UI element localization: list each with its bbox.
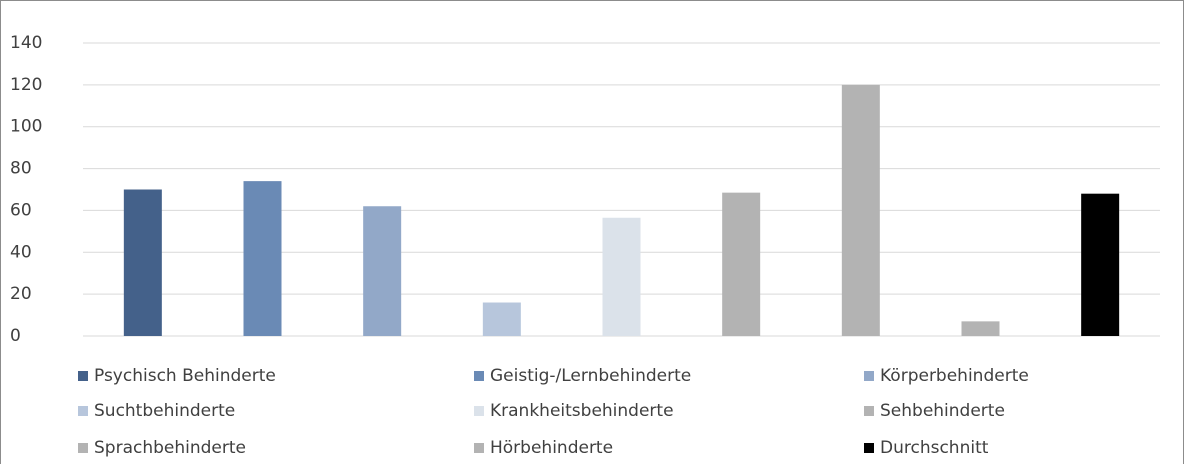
bar [363, 206, 402, 336]
y-tick-label: 0 [10, 326, 21, 346]
legend-swatch [78, 371, 88, 381]
legend-label: Krankheitsbehinderte [490, 401, 674, 421]
legend-label: Psychisch Behinderte [94, 366, 276, 386]
legend-label: Durchschnitt [880, 438, 989, 458]
y-tick-label: 60 [10, 200, 32, 220]
legend-label: Sehbehinderte [880, 401, 1005, 421]
y-tick-label: 40 [10, 242, 32, 262]
bar [1081, 193, 1120, 336]
legend-label: Körperbehinderte [880, 366, 1029, 386]
legend-swatch [78, 443, 88, 453]
y-tick-label: 100 [10, 117, 42, 137]
bar [961, 321, 1000, 336]
legend-swatch [864, 371, 874, 381]
legend-label: Sprachbehinderte [94, 438, 246, 458]
bar [722, 192, 761, 336]
bar [602, 217, 641, 336]
y-tick-label: 120 [10, 75, 42, 95]
legend-label: Hörbehinderte [490, 438, 613, 458]
legend-swatch [474, 443, 484, 453]
bar [123, 189, 162, 336]
y-tick-label: 80 [10, 159, 32, 179]
bar [841, 84, 880, 336]
y-tick-label: 140 [10, 33, 42, 53]
legend-label: Suchtbehinderte [94, 401, 235, 421]
y-tick-label: 20 [10, 284, 32, 304]
bar [243, 181, 282, 336]
legend-swatch [864, 443, 874, 453]
legend-swatch [474, 406, 484, 416]
bar [482, 302, 521, 336]
legend-swatch [474, 371, 484, 381]
legend-swatch [78, 406, 88, 416]
legend-swatch [864, 406, 874, 416]
legend-label: Geistig-/Lernbehinderte [490, 366, 691, 386]
